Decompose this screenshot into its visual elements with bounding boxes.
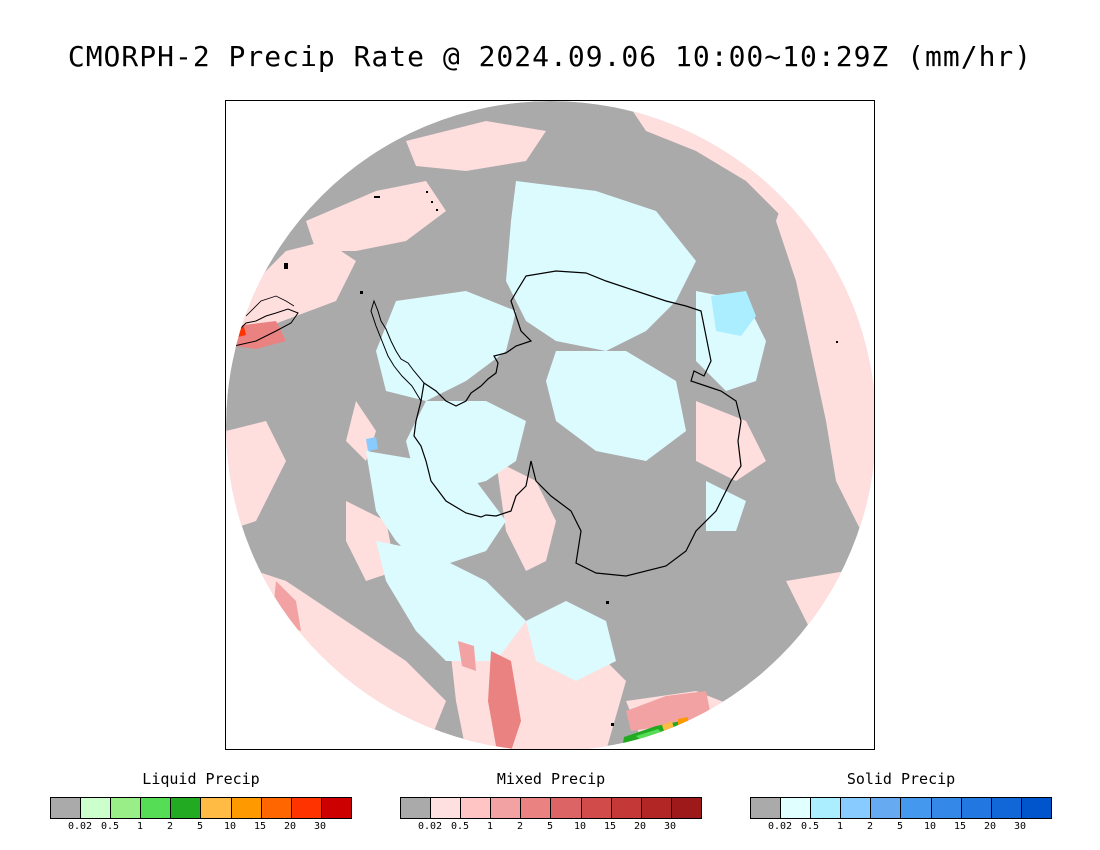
solid-precip-patch (711, 291, 756, 336)
legend-tick-label: 2 (166, 821, 174, 832)
legend-swatch (751, 798, 781, 818)
legend-swatch (900, 798, 931, 818)
legend-tick-label: 0.5 (100, 821, 120, 832)
legend-swatch (520, 798, 551, 818)
moderate-mixed-precip (234, 321, 711, 749)
south-america-coastline-2 (245, 295, 295, 317)
legend-swatch (1020, 798, 1051, 818)
legend-tick-label: 2 (866, 821, 874, 832)
legend-liquid-precip: Liquid Precip 0.02 0.5 1 2 5 10 15 20 30 (50, 770, 352, 835)
legend-swatch (110, 798, 141, 818)
legend-swatch (140, 798, 171, 818)
color-bar (50, 797, 352, 819)
legend-swatch (320, 798, 351, 818)
legend-tick-label: 1 (836, 821, 844, 832)
legend-swatch (580, 798, 611, 818)
legend-tick-label: 15 (953, 821, 967, 832)
legend-swatch (290, 798, 321, 818)
color-bar (400, 797, 702, 819)
legend-title: Solid Precip (846, 770, 956, 788)
legend-swatch (670, 798, 701, 818)
legend-tick-label: 0.02 (417, 821, 443, 832)
legend-swatch (80, 798, 111, 818)
legend-tick-label: 5 (546, 821, 554, 832)
legend-swatch (430, 798, 461, 818)
legend-tick-label: 2 (516, 821, 524, 832)
legend-mixed-precip: Mixed Precip 0.02 0.5 1 2 5 10 15 20 30 (400, 770, 702, 835)
no-precip-background (226, 101, 874, 749)
legend-tick-label: 30 (663, 821, 677, 832)
legend-solid-precip: Solid Precip 0.02 0.5 1 2 5 10 15 20 30 (750, 770, 1052, 835)
solid-precip-areas (366, 181, 766, 681)
legend-swatch (840, 798, 871, 818)
south-america-coastline (233, 308, 299, 347)
legend-tick-label: 0.02 (767, 821, 793, 832)
legend-swatch (490, 798, 521, 818)
legend-swatch (780, 798, 811, 818)
legend-tick-label: 30 (313, 821, 327, 832)
legend-tick-label: 20 (633, 821, 647, 832)
legend-title: Mixed Precip (496, 770, 606, 788)
legend-swatch (960, 798, 991, 818)
tick-labels: 0.02 0.5 1 2 5 10 15 20 30 (400, 821, 702, 835)
legend-swatch (51, 798, 81, 818)
legend-tick-label: 1 (136, 821, 144, 832)
legend-swatch (170, 798, 201, 818)
legend-swatch (640, 798, 671, 818)
legend-tick-label: 15 (253, 821, 267, 832)
legend-tick-label: 10 (923, 821, 937, 832)
legend-swatch (200, 798, 231, 818)
legend-swatch (610, 798, 641, 818)
legend-tick-label: 0.5 (450, 821, 470, 832)
map-title: CMORPH-2 Precip Rate @ 2024.09.06 10:00~… (67, 40, 1033, 73)
legend-tick-label: 20 (983, 821, 997, 832)
legend-tick-label: 0.5 (800, 821, 820, 832)
color-bar (750, 797, 1052, 819)
legend-tick-label: 5 (896, 821, 904, 832)
legend-tick-label: 15 (603, 821, 617, 832)
precip-map (226, 101, 874, 749)
legend-tick-label: 20 (283, 821, 297, 832)
legend-swatch (990, 798, 1021, 818)
legend-swatch (930, 798, 961, 818)
tick-labels: 0.02 0.5 1 2 5 10 15 20 30 (750, 821, 1052, 835)
legend-swatch (870, 798, 901, 818)
antarctic-peninsula (370, 299, 425, 402)
globe-disc (226, 101, 874, 749)
legend-tick-label: 5 (196, 821, 204, 832)
legend-tick-label: 10 (573, 821, 587, 832)
tick-labels: 0.02 0.5 1 2 5 10 15 20 30 (50, 821, 352, 835)
legend-tick-label: 10 (223, 821, 237, 832)
legend-swatch (810, 798, 841, 818)
legend-swatch (260, 798, 291, 818)
legend-swatch (460, 798, 491, 818)
legend-title: Liquid Precip (142, 770, 260, 788)
islands (284, 191, 838, 726)
legend-swatch (230, 798, 261, 818)
map-frame (225, 100, 875, 750)
legend-tick-label: 1 (486, 821, 494, 832)
antarctica-coastline (413, 270, 742, 577)
solid-precip-patch-2 (366, 437, 378, 451)
legend-tick-label: 0.02 (67, 821, 93, 832)
legend-tick-label: 30 (1013, 821, 1027, 832)
legend-swatch (550, 798, 581, 818)
legend-swatch (401, 798, 431, 818)
